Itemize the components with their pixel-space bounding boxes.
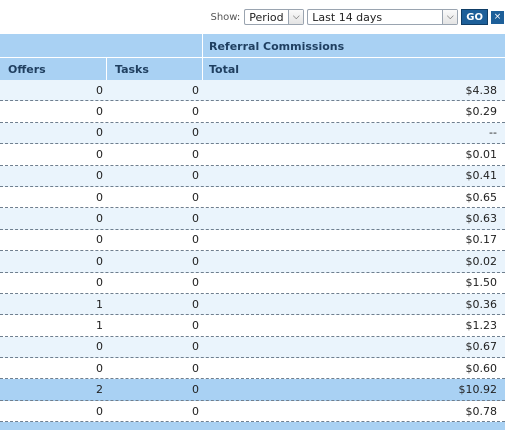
cell-offers: 0 [96,340,103,354]
table-column-header: Offers Tasks Total [0,57,505,80]
cell-offers: 0 [96,361,103,375]
cell-offers: 2 [96,383,103,397]
cell-offers: 1 [96,297,103,311]
referral-commissions-header: Referral Commissions [209,40,345,53]
group-header-spacer [0,34,203,57]
cell-total: $0.36 [465,297,498,311]
go-button[interactable]: GO [461,9,488,25]
cell-offers: 0 [96,276,103,290]
cell-tasks: 0 [192,318,199,332]
cell-offers: 0 [96,126,103,140]
table-row: 1 0 $0.36 [0,293,505,316]
close-icon[interactable]: × [491,10,504,24]
cell-total: $0.02 [465,254,498,268]
cell-offers: 0 [96,169,103,183]
cell-total: $0.29 [465,105,498,119]
table-row: 2 0 $10.92 [0,379,505,401]
period-select-value: Period [249,10,284,24]
cell-tasks: 0 [192,212,199,226]
cell-tasks: 0 [192,169,199,183]
cell-offers: 0 [96,83,103,97]
cell-total: $0.60 [465,361,498,375]
chevron-down-icon: ⌵ [442,10,458,24]
cell-offers: 0 [96,147,103,161]
cell-offers: 0 [96,404,103,418]
cell-tasks: 0 [192,126,199,140]
cell-total: $0.78 [465,404,498,418]
table-row: 0 0 $4.38 [0,80,505,102]
table-row: 0 0 $0.02 [0,251,505,273]
cell-total: $0.01 [465,147,498,161]
cell-offers: 1 [96,318,103,332]
table-row: 0 0 $0.01 [0,144,505,166]
cell-tasks: 0 [192,297,199,311]
filter-toolbar: Show: Period ⌵ Last 14 days ⌵ GO × [0,6,504,28]
table-row: 1 0 $1.23 [0,315,505,337]
table-row: 0 0 $0.17 [0,230,505,252]
column-header-total[interactable]: Total [209,63,240,76]
cell-total: $0.67 [465,340,498,354]
show-label: Show: [210,11,241,23]
cell-total: $4.38 [465,83,498,97]
table-row: 0 0 $0.41 [0,165,505,187]
chevron-down-icon: ⌵ [288,10,304,24]
table-row: 0 0 $1.50 [0,273,505,294]
table-row: 0 0 $0.60 [0,358,505,380]
table-row: 0 0 $0.78 [0,401,505,423]
cell-tasks: 0 [192,404,199,418]
table-row: 0 0 $0.63 [0,208,505,230]
table-row: 0 0 $0.67 [0,336,505,359]
cell-tasks: 0 [192,147,199,161]
cell-offers: 0 [96,212,103,226]
cell-total: $1.50 [465,276,498,290]
table-body: 0 0 $4.38 0 0 $0.29 0 0 -- 0 0 $0.01 0 0 $0.41 0 0 $0.65 0… [0,80,505,423]
cell-total: $0.63 [465,212,498,226]
cell-tasks: 0 [192,190,199,204]
period-select[interactable]: Period ⌵ [244,9,305,25]
column-header-tasks[interactable]: Tasks [107,58,203,80]
table-row: 0 0 $0.29 [0,101,505,123]
cell-total: $1.23 [465,318,498,332]
cell-offers: 0 [96,233,103,247]
cell-tasks: 0 [192,276,199,290]
cell-total: $10.92 [458,383,498,397]
table-row: 0 0 $0.65 [0,187,505,209]
table-row: 0 0 -- [0,122,505,145]
date-range-select[interactable]: Last 14 days ⌵ [307,9,459,25]
cell-total: $0.17 [465,233,498,247]
cell-tasks: 0 [192,233,199,247]
cell-tasks: 0 [192,105,199,119]
cell-total: $0.41 [465,169,498,183]
column-header-offers[interactable]: Offers [0,58,107,80]
stats-table: Referral Commissions Offers Tasks Total … [0,34,505,431]
cell-tasks: 0 [192,254,199,268]
cell-offers: 0 [96,190,103,204]
cell-tasks: 0 [192,361,199,375]
cell-offers: 0 [96,254,103,268]
cell-offers: 0 [96,105,103,119]
table-group-header: Referral Commissions [0,34,505,57]
date-range-select-value: Last 14 days [312,10,383,24]
cell-tasks: 0 [192,340,199,354]
table-footer [0,422,505,431]
cell-total: -- [489,126,497,140]
cell-tasks: 0 [192,383,199,397]
cell-total: $0.65 [465,190,498,204]
cell-tasks: 0 [192,83,199,97]
